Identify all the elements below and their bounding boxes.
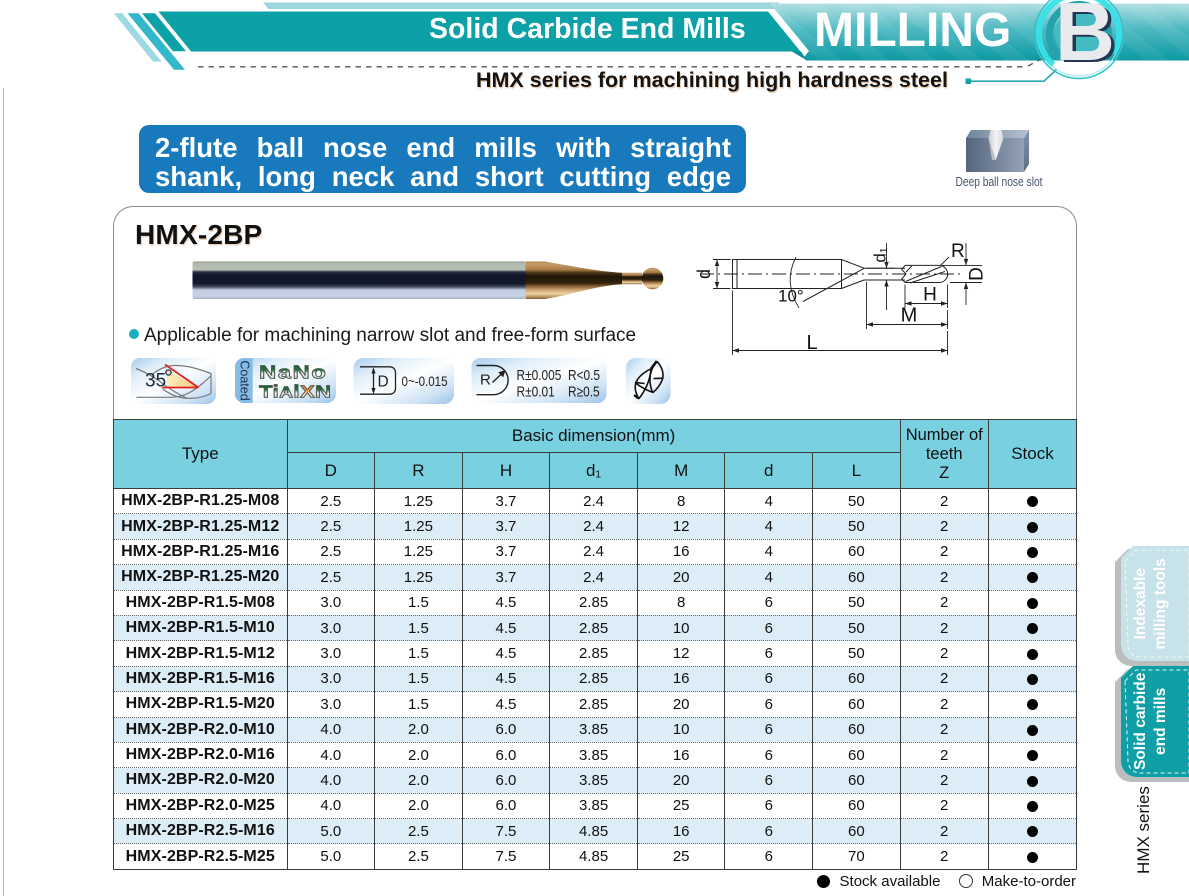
svg-text:0~-0.015: 0~-0.015 [402,373,448,389]
svg-text:milling tools: milling tools [1152,558,1169,649]
svg-text:Coated: Coated [238,360,252,400]
svg-text:10°: 10° [778,287,804,306]
svg-text:Solid carbide: Solid carbide [1132,672,1149,770]
svg-text:R<0.5: R<0.5 [568,367,600,383]
svg-text:R≥0.5: R≥0.5 [568,383,600,399]
svg-text:35: 35 [145,371,166,392]
svg-text:NaNo: NaNo [259,362,327,383]
svg-text:M: M [901,305,918,327]
svg-text:H: H [923,285,937,306]
svg-text:Deep ball nose slot: Deep ball nose slot [956,174,1043,189]
svg-text:Indexable: Indexable [1132,568,1149,640]
svg-text:D: D [967,267,988,281]
svg-text:R±0.005: R±0.005 [517,367,562,383]
svg-text:L: L [806,332,817,354]
svg-text:D: D [378,374,389,391]
svg-text:R±0.01: R±0.01 [517,383,555,399]
svg-text:R: R [480,372,491,389]
svg-text:end mills: end mills [1152,688,1169,755]
svg-text:R: R [951,241,965,262]
svg-text:TiAlXN: TiAlXN [259,382,331,402]
svg-text:d₁: d₁ [871,247,890,262]
svg-text:d: d [694,269,714,279]
